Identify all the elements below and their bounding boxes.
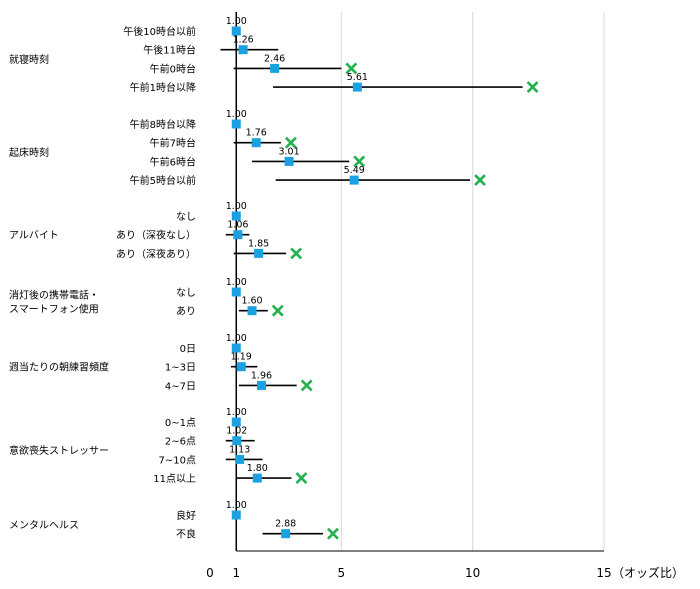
or-value-label: 1.85: [248, 238, 269, 249]
or-value-label: 2.88: [275, 519, 296, 530]
or-value-label: 1.96: [251, 370, 272, 381]
significance-mark: [345, 62, 358, 75]
or-marker: [247, 306, 257, 316]
or-marker: [349, 175, 359, 185]
or-value-label: 1.80: [247, 463, 268, 474]
or-value-label: 5.61: [347, 72, 368, 83]
group-label: スマートフォン使用: [9, 302, 99, 315]
or-value-label: 1.00: [226, 16, 247, 27]
row-label: なし: [176, 211, 196, 223]
significance-mark: [285, 136, 297, 149]
row-label: 不良: [176, 528, 196, 541]
significance-mark: [327, 527, 339, 540]
or-marker: [251, 138, 261, 148]
or-marker: [281, 529, 291, 539]
or-value-label: 1.00: [226, 109, 247, 120]
row-label: あり（深夜なし）: [116, 229, 196, 242]
significance-mark: [271, 304, 284, 317]
row-label: 4~7日: [165, 381, 196, 392]
significance-mark: [295, 472, 308, 485]
or-marker: [236, 362, 246, 372]
row-label: 午前5時台以前: [130, 174, 196, 187]
group-label: 就寝時刻: [9, 53, 49, 66]
or-marker: [252, 473, 262, 483]
or-marker: [235, 454, 245, 464]
significance-mark: [474, 174, 486, 187]
or-marker: [231, 343, 241, 353]
row-label: 0日: [180, 344, 196, 355]
row-label: 1~3日: [165, 363, 196, 374]
or-marker: [232, 436, 242, 446]
or-marker: [254, 248, 264, 258]
group-label: 週当たりの朝練習頻度: [9, 361, 109, 374]
row-label: 午前0時台: [150, 62, 196, 75]
or-value-label: 1.19: [231, 352, 252, 363]
row-label: 良好: [176, 509, 196, 522]
row-label: 午後11時台: [143, 44, 196, 57]
or-marker: [284, 156, 294, 166]
row-label: 7~10点: [159, 454, 196, 466]
or-value-label: 1.00: [226, 407, 247, 418]
row-label: 午前7時台: [150, 137, 196, 150]
row-label: あり: [176, 306, 196, 318]
x-tick-label: 10: [465, 566, 480, 580]
row-label: 午前1時台以降: [130, 81, 196, 94]
x-tick-label: 0: [206, 566, 214, 580]
or-marker: [352, 82, 362, 92]
group-label: 意欲喪失ストレッサー: [9, 444, 109, 457]
or-marker: [270, 63, 280, 73]
x-tick-label: 5: [338, 566, 346, 580]
or-value-label: 1.00: [226, 277, 247, 288]
significance-mark: [353, 155, 366, 168]
group-label: アルバイト: [9, 230, 59, 242]
or-marker: [231, 287, 241, 297]
or-marker: [256, 380, 266, 390]
or-marker: [233, 230, 243, 240]
row-label: 午後10時台以前: [123, 25, 196, 38]
x-tick-label: 1: [232, 566, 240, 580]
or-value-label: 1.00: [226, 500, 247, 511]
or-marker: [231, 211, 241, 221]
group-label: 起床時刻: [9, 146, 49, 159]
significance-mark: [300, 379, 313, 392]
or-value-label: 5.49: [344, 165, 365, 176]
row-label: なし: [176, 287, 196, 299]
significance-mark: [290, 247, 303, 260]
or-value-label: 3.01: [278, 146, 299, 157]
or-value-label: 1.13: [229, 444, 250, 455]
row-label: あり（深夜あり）: [116, 247, 196, 260]
significance-mark: [526, 81, 539, 94]
or-marker: [231, 510, 241, 520]
or-value-label: 1.02: [226, 426, 247, 437]
group-label: 消灯後の携帯電話・: [9, 288, 99, 301]
x-tick-label: 15: [596, 566, 611, 580]
row-label: 午前8時台以降: [130, 118, 196, 131]
or-value-label: 1.00: [226, 333, 247, 344]
or-marker: [238, 45, 248, 55]
or-value-label: 2.46: [264, 53, 285, 64]
or-value-label: 1.06: [227, 220, 248, 231]
group-label: メンタルヘルス: [9, 519, 79, 531]
or-value-label: 1.26: [233, 35, 254, 46]
or-marker: [231, 26, 241, 36]
x-axis-unit-label: （オッズ比）: [612, 565, 684, 580]
or-marker: [231, 417, 241, 427]
row-label: 午前6時台: [150, 155, 196, 168]
or-value-label: 1.76: [246, 128, 267, 139]
row-label: 0~1点: [165, 417, 196, 429]
or-marker: [231, 119, 241, 129]
row-label: 2~6点: [165, 436, 196, 448]
or-value-label: 1.00: [226, 201, 247, 212]
or-value-label: 1.60: [241, 296, 262, 307]
row-label: 11点以上: [153, 473, 196, 485]
